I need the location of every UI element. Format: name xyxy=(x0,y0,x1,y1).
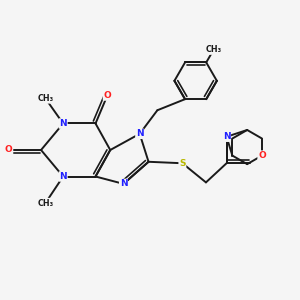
Text: O: O xyxy=(5,146,13,154)
Text: S: S xyxy=(179,159,186,168)
Text: N: N xyxy=(120,179,127,188)
Text: CH₃: CH₃ xyxy=(206,45,222,54)
Text: N: N xyxy=(59,172,67,181)
Text: CH₃: CH₃ xyxy=(38,199,53,208)
Text: O: O xyxy=(103,91,111,100)
Text: N: N xyxy=(136,129,143,138)
Text: N: N xyxy=(223,132,230,141)
Text: N: N xyxy=(59,119,67,128)
Text: CH₃: CH₃ xyxy=(38,94,53,103)
Text: O: O xyxy=(258,151,266,160)
